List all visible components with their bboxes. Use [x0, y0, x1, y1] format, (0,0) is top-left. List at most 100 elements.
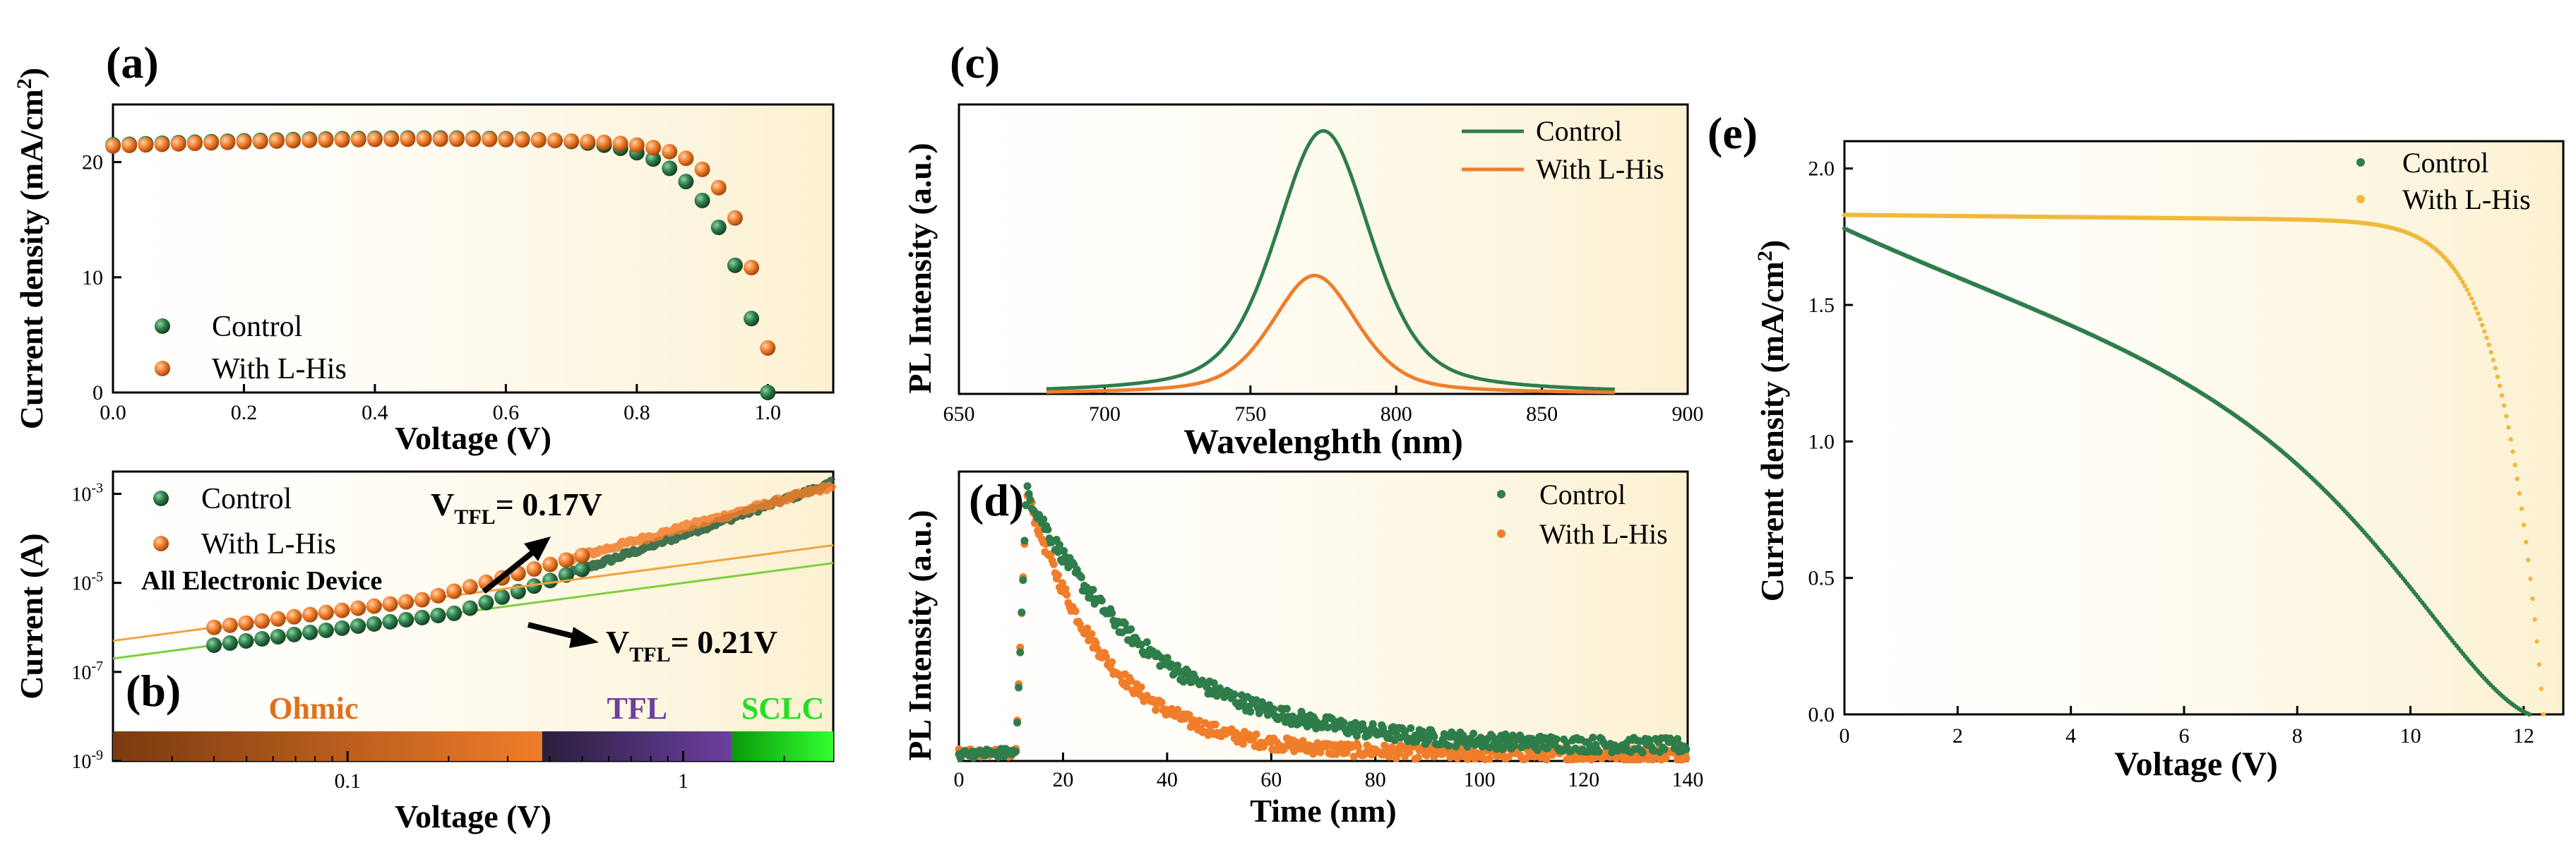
panel-b-point-lhis	[350, 600, 366, 616]
panel-d-point-lhis	[1542, 755, 1551, 764]
panel-d-point-control	[1532, 739, 1540, 748]
panel-d-point-control	[1255, 709, 1263, 717]
panel-b-vtfl-control: VTFL= 0.21V	[606, 624, 777, 666]
panel-e-legend-control: Control	[2402, 147, 2488, 179]
panel-b-point-lhis	[238, 615, 254, 631]
panel-a-point-control	[710, 220, 727, 236]
panel-b-point-control	[526, 578, 542, 594]
panel-b-point-control	[286, 626, 302, 642]
panel-a-point-lhis	[530, 132, 547, 148]
panel-a-point-lhis	[318, 132, 334, 148]
panel-d-point-control	[1044, 525, 1052, 534]
panel-e-point-lhis	[2517, 491, 2522, 496]
panel-d-point-control	[1179, 678, 1188, 686]
panel-e-point-control	[2527, 712, 2532, 717]
panel-b-points	[112, 477, 837, 660]
panel-d-point-lhis	[1152, 706, 1160, 714]
panel-d-point-control	[1121, 619, 1129, 628]
panel-d-point-lhis	[1108, 658, 1116, 666]
panel-b-point-lhis	[446, 583, 463, 599]
panel-d-point-control	[1023, 482, 1032, 491]
panel-b-ytick-base: 10	[71, 484, 91, 506]
panel-d-point-control	[1230, 690, 1239, 699]
panel-d-point-lhis	[1102, 653, 1110, 661]
panel-a-legend-lhis: With L-His	[212, 353, 347, 385]
panel-a-xlabel: Voltage (V)	[395, 420, 551, 456]
panel-d-point-control	[1294, 719, 1303, 728]
panel-a-point-lhis	[121, 137, 138, 153]
panel-b-vtfl-control-v: V	[606, 624, 629, 660]
panel-d-point-lhis	[1349, 753, 1358, 761]
panel-e-ytick-label: 2.0	[1808, 157, 1835, 181]
panel-d-ylabel: PL Intensity (a.u.)	[902, 510, 938, 760]
panel-d-label: (d)	[969, 475, 1024, 525]
panel-b-ylabel: Current (A)	[13, 533, 49, 699]
panel-b-point-control	[574, 561, 590, 577]
panel-e-point-lhis	[2512, 462, 2517, 467]
panel-e-point-lhis	[2460, 280, 2465, 284]
panel-b-point-lhis	[462, 579, 478, 595]
panel-b-ytick-base: 10	[71, 662, 91, 684]
panel-a-ylabel: Current density (mA/cm2)	[13, 68, 49, 429]
panel-e-xtick-label: 4	[2065, 724, 2076, 748]
panel-e-plot-area	[1843, 140, 2565, 716]
panel-e-point-lhis	[2521, 522, 2527, 527]
panel-b-point-lhis	[382, 596, 398, 612]
panel-d-point-control	[1424, 736, 1433, 745]
panel-e-point-lhis	[2524, 539, 2529, 544]
panel-d-point-control	[1022, 501, 1030, 510]
panel-d-point-lhis	[1354, 743, 1362, 751]
panel-e-point-lhis	[2530, 596, 2535, 601]
panel-e-xtick-label: 2	[1952, 724, 1963, 748]
panel-a-point-lhis	[514, 132, 530, 148]
panel-a-point-lhis	[154, 136, 170, 152]
panel-e-points	[1842, 212, 2546, 717]
panel-e-jv-large: 0 2 4 6 8 10 12 0.0 0.5 1.0 1.5 2.0 (e) Voltage (V)…	[1707, 108, 2565, 783]
panel-c-xtick-label: 800	[1381, 402, 1412, 426]
panel-d-point-lhis	[1405, 748, 1414, 757]
panel-e-point-lhis	[2515, 477, 2520, 481]
panel-d-point-lhis	[1157, 698, 1166, 707]
panel-e-point-lhis	[2484, 335, 2489, 340]
panel-d-point-lhis	[1185, 711, 1193, 719]
panel-b-region-label-sclc: SCLC	[741, 691, 824, 726]
panel-c-legend-control: Control	[1536, 115, 1622, 147]
panel-b-point-control	[430, 607, 446, 623]
panel-a-point-lhis	[186, 136, 203, 152]
panel-d-point-control	[1183, 667, 1192, 676]
panel-e-point-lhis	[2482, 329, 2487, 334]
panel-c-xtick-label: 850	[1526, 402, 1558, 426]
panel-c-lines	[1046, 128, 1615, 395]
panel-b-region-label-ohmic: Ohmic	[268, 691, 358, 726]
panel-d-point-lhis	[1059, 579, 1066, 587]
panel-a-xtick-label: 1.0	[755, 401, 782, 424]
panel-b-point-lhis	[222, 617, 238, 633]
panel-a-xtick-label: 0.8	[624, 401, 650, 424]
panel-d-point-control	[1645, 736, 1654, 745]
panel-b-point-control	[542, 573, 559, 589]
panel-e-ylabel-close: )	[1754, 240, 1790, 251]
panel-e-point-lhis	[2536, 662, 2541, 667]
panel-d-xtick-label: 20	[1052, 768, 1073, 791]
panel-a-point-lhis	[628, 137, 645, 153]
panel-a-point-lhis	[203, 135, 220, 151]
panel-e-xlabel: Voltage (V)	[2114, 745, 2278, 783]
panel-a-point-lhis	[760, 340, 776, 356]
panel-e-point-lhis	[2469, 296, 2474, 301]
panel-a-point-lhis	[334, 132, 350, 148]
panel-b-ytick-label: 10-9	[71, 748, 103, 773]
panel-b-xlabel: Voltage (V)	[395, 798, 551, 834]
panel-b-arrow-control	[527, 622, 580, 640]
panel-d-legend-marker-control	[1497, 490, 1505, 498]
panel-d-xtick-label: 60	[1260, 768, 1282, 791]
panel-a-point-lhis	[138, 137, 154, 153]
panel-d-point-lhis	[1414, 753, 1422, 762]
panel-e-point-lhis	[2504, 414, 2509, 419]
panel-a-ytick-label: 20	[82, 151, 103, 174]
panel-b-point-lhis	[286, 609, 302, 625]
panel-d-point-control	[1682, 745, 1690, 753]
panel-a-point-lhis	[170, 136, 186, 152]
panel-a-point-control	[760, 385, 776, 400]
panel-a-point-lhis	[302, 132, 318, 148]
panel-a-point-lhis	[416, 131, 432, 148]
